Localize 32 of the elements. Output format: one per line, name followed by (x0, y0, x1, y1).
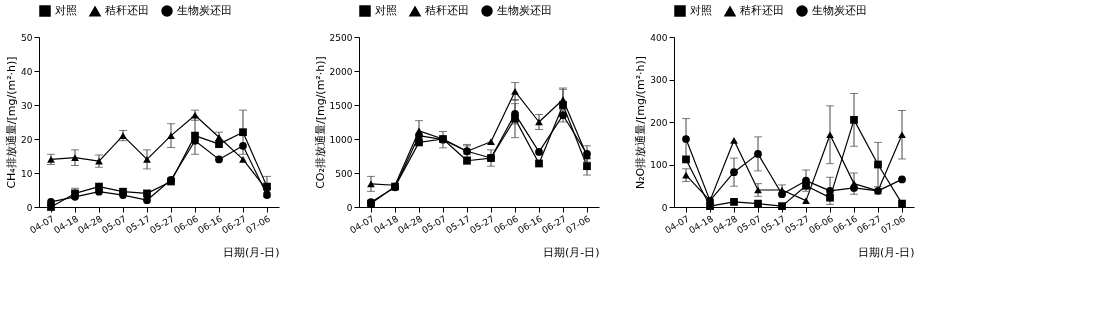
y-tick-label: 30 (21, 100, 33, 111)
y-tick-label: 50 (21, 32, 33, 43)
legend-label: 秸秆还田 (740, 4, 784, 18)
y-tick-label: 300 (650, 75, 668, 85)
y-tick-label: 10 (21, 168, 33, 179)
y-tick-label: 400 (650, 32, 668, 43)
y-tick-label: 2500 (329, 32, 353, 43)
y-axis-title: CO₂排放通量/[mg/(m²·h)] (313, 56, 327, 189)
y-tick-label: 0 (26, 202, 33, 213)
y-tick-label: 2000 (329, 66, 353, 77)
x-axis-title: 日期(月-日) (222, 246, 280, 260)
y-tick-label: 200 (650, 117, 668, 128)
y-axis-title: CH₄排放通量/[mg/(m²·h)] (5, 56, 19, 189)
legend-label: 生物炭还田 (497, 4, 552, 17)
y-tick-label: 500 (335, 168, 353, 179)
legend-label: 秸秆还田 (425, 4, 469, 18)
y-tick-label: 40 (21, 66, 33, 77)
y-axis-title: N₂O排放通量/[mg/(m²·h)] (634, 55, 648, 190)
legend-label: 生物炭还田 (177, 4, 232, 17)
y-tick-label: 20 (21, 134, 33, 145)
y-tick-label: 0 (661, 202, 668, 213)
y-tick-label: 1500 (329, 100, 353, 111)
y-tick-label: 0 (346, 202, 353, 213)
y-tick-label: 100 (650, 160, 668, 170)
legend-label: 对照 (55, 4, 77, 17)
legend-label: 秸秆还田 (105, 4, 149, 18)
legend-label: 生物炭还田 (812, 4, 867, 17)
x-axis-title: 日期(月-日) (857, 246, 915, 260)
y-tick-label: 1000 (329, 134, 353, 145)
x-axis-title: 日期(月-日) (542, 246, 600, 260)
legend-label: 对照 (690, 4, 712, 17)
legend-label: 对照 (375, 4, 397, 17)
